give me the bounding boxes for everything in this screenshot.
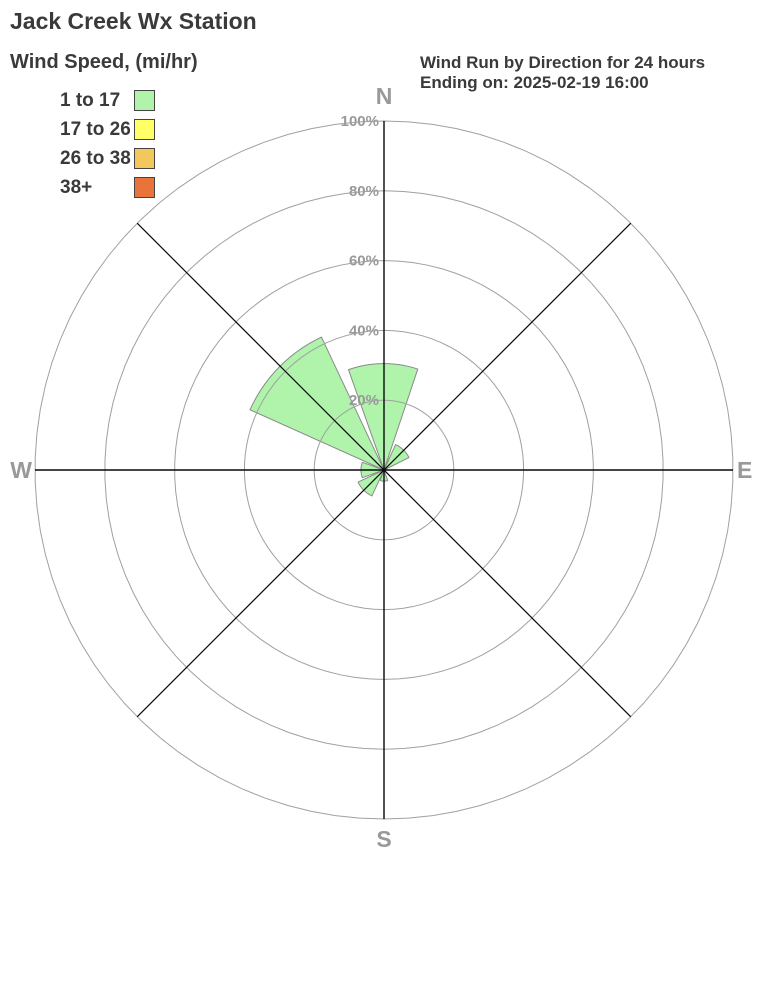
svg-text:E: E — [737, 457, 752, 483]
svg-text:N: N — [376, 83, 393, 109]
svg-text:S: S — [376, 826, 391, 852]
svg-text:W: W — [10, 457, 32, 483]
